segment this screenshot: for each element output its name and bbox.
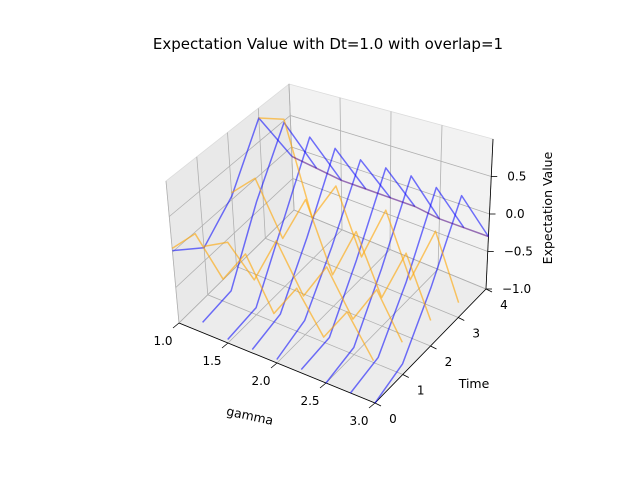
y-tick-mark [402, 374, 409, 378]
x-tick-label: 1.5 [202, 354, 221, 368]
series-line-3 [251, 147, 367, 350]
series-line-4 [276, 159, 391, 360]
x-tick-mark [319, 382, 327, 389]
series-line-13 [291, 155, 489, 238]
y-tick-mark [485, 288, 493, 293]
grid-z-0 [178, 209, 487, 324]
x-tick-mark [270, 362, 278, 369]
series-line-0 [172, 117, 293, 252]
series-line-12 [258, 117, 460, 303]
series-line-11 [231, 177, 432, 321]
x-tick-label: 2.5 [300, 394, 319, 408]
tick-labels: 1.0 1.5 2.0 2.5 3.0 0 1 2 3 4 −1.0 −0.5 0.0 0.5 [153, 170, 532, 429]
y-tick-label: 2 [445, 355, 453, 369]
series-line-2 [227, 136, 342, 340]
x-axis-label: gamma [225, 403, 275, 428]
series-line-7 [349, 186, 465, 394]
y-tick-label: 1 [417, 384, 425, 398]
y-tick-mark [458, 317, 465, 321]
chart-title: Expectation Value with Dt=1.0 with overl… [153, 35, 503, 53]
series-line-9 [171, 232, 375, 362]
x-tick-label: 3.0 [349, 414, 368, 428]
y-tick-label: 0 [389, 412, 397, 426]
series-line-10 [203, 239, 403, 343]
z-tick-label: 0.5 [507, 170, 526, 184]
y-axis-label: Time [458, 376, 490, 391]
y-tick-mark [374, 402, 382, 407]
series-line-6 [325, 175, 441, 384]
x-tick-label: 1.0 [153, 334, 172, 348]
grid-z-3 [169, 115, 492, 217]
grid-z-1 [175, 178, 488, 288]
y-tick-label: 3 [472, 327, 480, 341]
z-tick-label: −0.5 [504, 245, 533, 259]
x-tick-mark [172, 322, 180, 329]
x-tick-label: 2.0 [251, 374, 270, 388]
series-lines [171, 117, 490, 404]
y-tick-mark [430, 345, 437, 350]
z-tick-label: 0.0 [506, 207, 525, 221]
z-axis-label: Expectation Value [540, 151, 555, 264]
z-tick-label: −1.0 [502, 282, 531, 296]
series-line-1 [202, 121, 318, 323]
y-tick-label: 4 [500, 298, 508, 312]
x-tick-mark [368, 402, 376, 409]
series-line-8 [374, 194, 490, 404]
series-line-5 [300, 167, 416, 370]
x-tick-mark [221, 342, 229, 349]
